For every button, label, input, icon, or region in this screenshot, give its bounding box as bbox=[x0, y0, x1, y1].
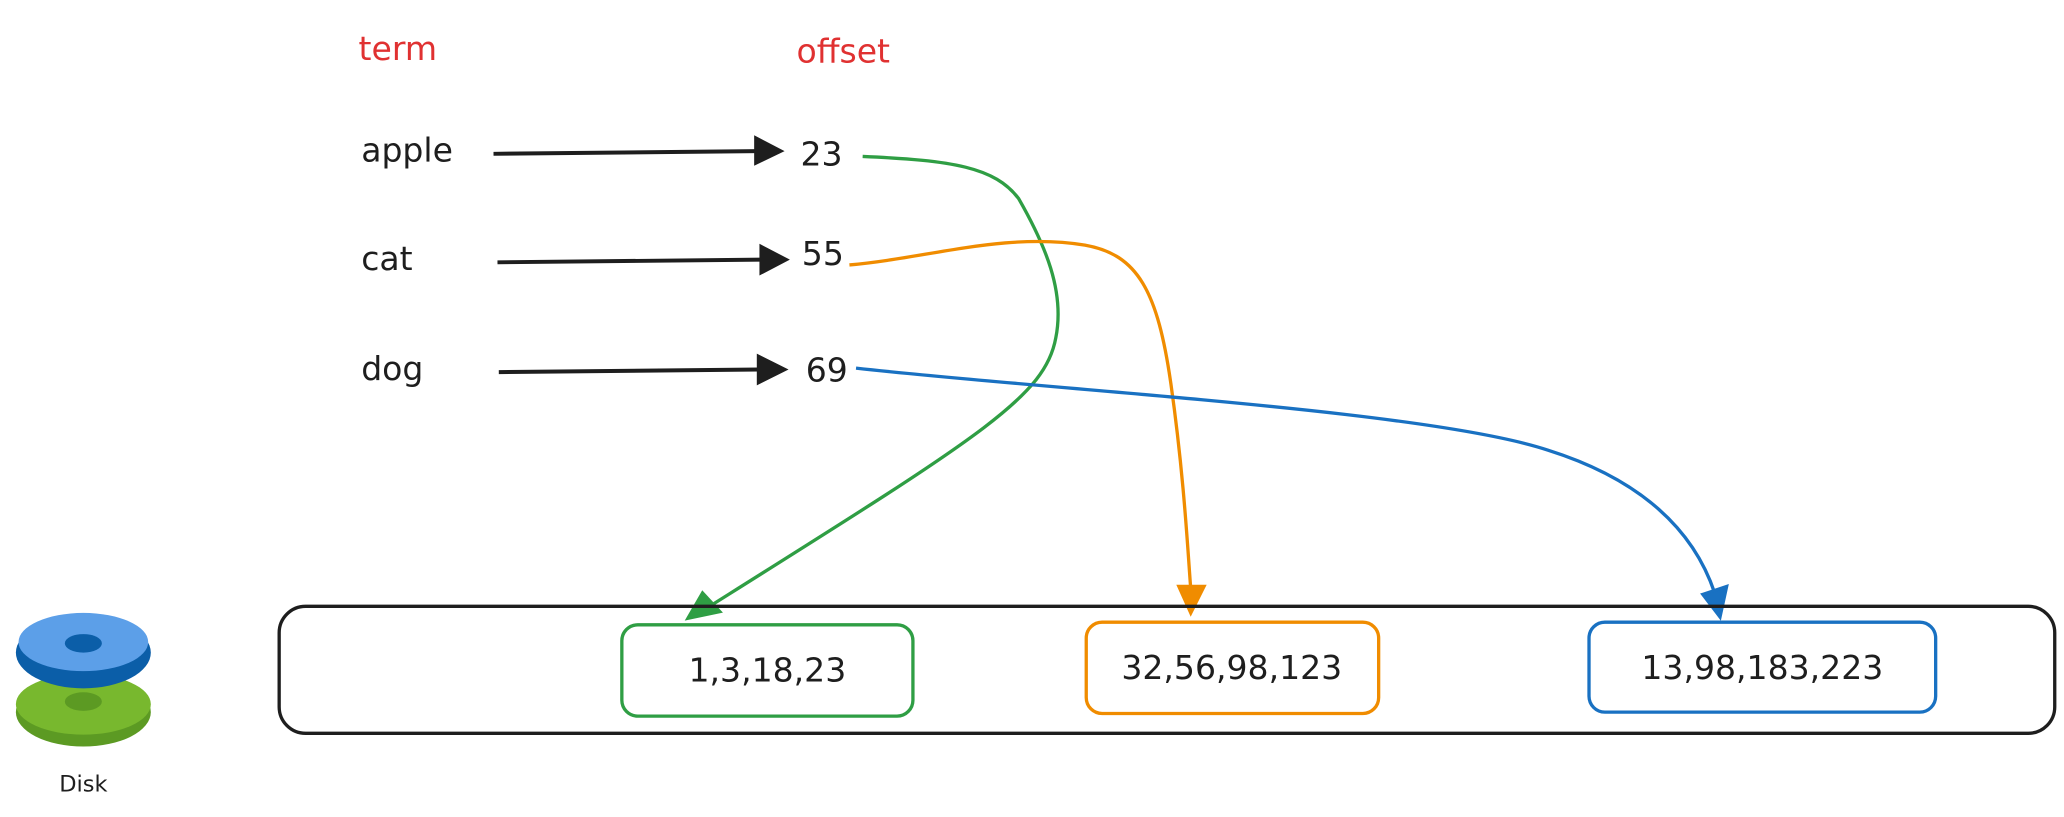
arrowhead-cat bbox=[759, 243, 790, 276]
disk-icon bbox=[15, 612, 151, 747]
offset-header: offset bbox=[796, 32, 890, 71]
arrowhead-blue bbox=[1700, 583, 1729, 621]
arrow-cat bbox=[497, 257, 763, 265]
disk-label: Disk bbox=[59, 772, 107, 798]
posting-values: 1,3,18,23 bbox=[689, 651, 847, 690]
pointer-curves bbox=[684, 154, 1729, 621]
curve-apple bbox=[700, 154, 1060, 613]
posting-values: 13,98,183,223 bbox=[1641, 648, 1883, 687]
arrow-apple bbox=[493, 149, 757, 156]
term-arrows bbox=[493, 135, 790, 386]
term-apple: apple bbox=[361, 131, 453, 170]
curve-cat bbox=[849, 239, 1193, 590]
term-dog: dog bbox=[361, 349, 423, 388]
posting-values: 32,56,98,123 bbox=[1121, 648, 1342, 687]
arrowhead-orange bbox=[1176, 584, 1207, 617]
offset-23: 23 bbox=[800, 135, 842, 174]
curve-dog bbox=[855, 366, 1717, 594]
posting-list-cat: 32,56,98,123 bbox=[1084, 620, 1381, 716]
posting-list-apple: 1,3,18,23 bbox=[620, 623, 915, 718]
offset-69: 69 bbox=[806, 350, 848, 389]
term-header: term bbox=[359, 29, 438, 68]
disk-storage-container bbox=[277, 604, 2057, 735]
arrowhead-apple bbox=[754, 135, 785, 166]
arrow-dog bbox=[498, 367, 760, 375]
term-cat: cat bbox=[361, 239, 412, 278]
arrowhead-dog bbox=[756, 353, 789, 386]
posting-list-dog: 13,98,183,223 bbox=[1587, 620, 1938, 714]
offset-55: 55 bbox=[802, 234, 844, 273]
